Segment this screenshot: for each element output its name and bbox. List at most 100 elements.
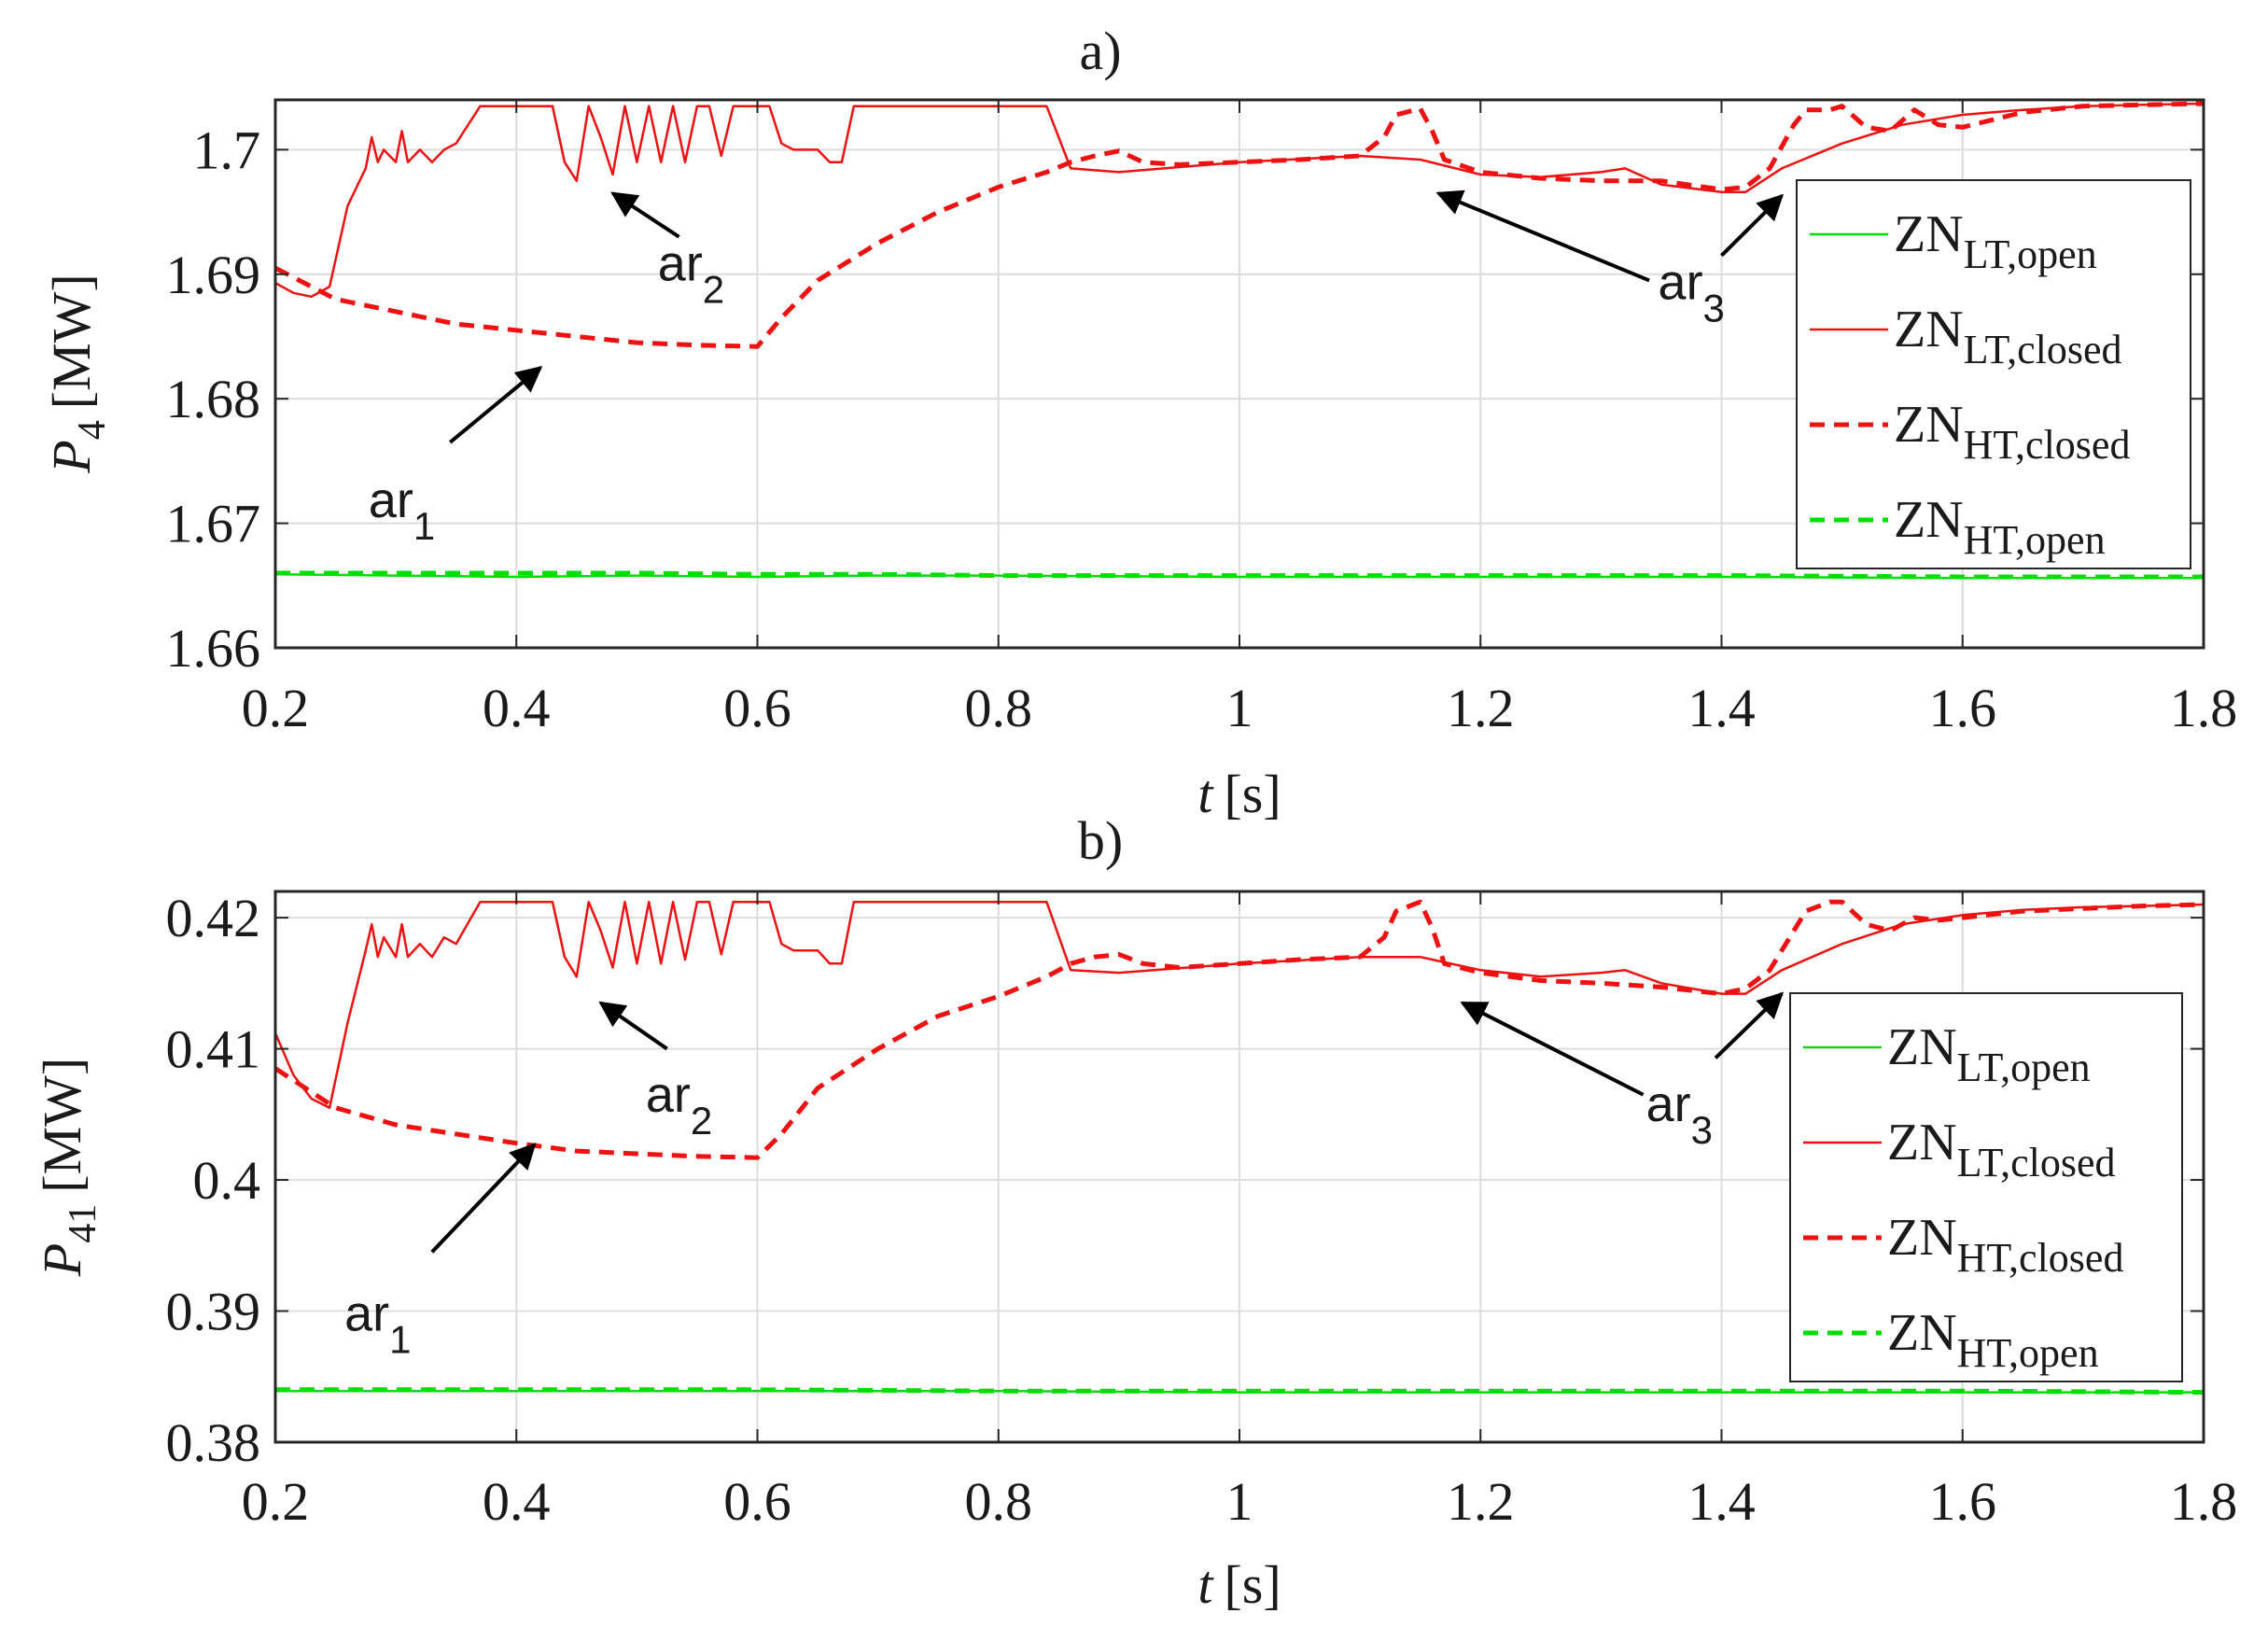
chart-panel-a: a) 0.2 0.4 0.6 0.8 1 1.2 1.4 1.6 1.8 1.661.671.6… [41,21,2237,824]
y-axis-var: P [32,1243,92,1277]
y-axis-label: P4 [MW] [41,274,114,473]
series-group [273,899,2205,1396]
legend-label-base: ZN [1887,1018,1957,1076]
legend-label-sub: HT,closed [1957,1235,2124,1281]
y-tick-label: 0.41 [166,1019,261,1080]
annotation-sub: 2 [703,267,724,311]
annotation-base: ar [646,1067,691,1123]
x-tick-label: 0.2 [242,678,310,738]
y-tick-label: 0.39 [166,1282,261,1342]
x-tick-label: 0.8 [965,1471,1033,1532]
annotation-base: ar [1659,254,1703,310]
x-tick-label: 1.2 [1447,1471,1515,1532]
annotation-arrow [1714,991,1785,1059]
y-axis-unit: [MW] [32,1058,92,1193]
legend-box [1789,992,2183,1382]
legend-label-sub: LT,closed [1964,327,2122,372]
y-axis-unit: [MW] [41,274,102,409]
legend-label-base: ZN [1894,301,1964,358]
series-line-zn-ht-closed [273,899,2205,1160]
legend-label: ZNHT,open [1894,491,2106,563]
x-tick-label: 0.6 [723,678,791,738]
annotation-arrow [1460,1001,1645,1097]
legend-label-base: ZN [1887,1209,1957,1267]
annotation-label-ar1: ar1 [344,1286,411,1362]
series-line-zn-ht-open [275,570,2204,580]
x-axis-var: t [1197,764,1214,824]
series-group [273,101,2205,580]
y-tick-label: 1.66 [166,618,261,679]
x-tick-label: 1.4 [1687,678,1756,738]
y-tick-label: 1.68 [166,369,261,429]
legend-label: ZNLT,open [1894,205,2097,277]
series-line-zn-ht-open [275,1387,2205,1396]
annotation-base: ar [369,472,413,528]
legend-label-sub: LT,open [1964,231,2097,277]
x-axis-unit: [s] [1224,764,1281,824]
x-tick-label: 0.6 [723,1471,791,1532]
x-axis-label: t [s] [1197,764,1281,824]
annotation-sub: 2 [691,1099,712,1143]
y-axis-var: P [41,440,102,473]
x-tick-label: 1 [1226,1471,1253,1532]
x-axis-var: t [1197,1554,1214,1615]
legend-label: ZNHT,closed [1894,396,2130,468]
legend-label-base: ZN [1887,1114,1957,1171]
y-ticks: 0.38 0.39 0.4 0.41 0.42 [166,888,2204,1473]
annotation-sub: 1 [413,504,435,548]
x-tick-label: 1.2 [1447,678,1515,738]
legend-label-sub: LT,closed [1957,1140,2116,1185]
panel-title: b) [1078,810,1123,871]
annotation-base: ar [344,1286,389,1342]
y-tick-label: 0.38 [166,1412,261,1473]
legend-label-sub: HT,closed [1964,422,2131,468]
x-tick-label: 0.4 [483,1471,551,1532]
y-tick-label: 1.69 [166,245,261,305]
annotation-label-ar2: ar2 [646,1067,712,1143]
panel-title: a) [1079,21,1121,81]
x-tick-label: 1.6 [1929,678,1997,738]
annotation-arrow [430,1143,537,1254]
series-line-zn-lt-closed [274,102,2205,299]
x-tick-label: 1.8 [2170,1471,2238,1532]
legend-label-base: ZN [1887,1304,1957,1362]
x-axis-unit: [s] [1224,1554,1281,1615]
x-tick-label: 1.8 [2170,678,2238,738]
series-line-zn-ht-closed [273,101,2205,349]
annotation-base: ar [658,235,703,291]
y-axis-label: P41 [MW] [32,1058,105,1277]
chart-panel-b: b) 0.2 0.4 0.6 0.8 1 1.2 1.4 1.6 1.8 0.38 0.39 0.4… [32,810,2237,1615]
x-tick-label: 1.6 [1929,1471,1997,1532]
legend-label-sub: HT,open [1957,1330,2099,1376]
annotation-arrow [1435,189,1650,283]
legend-label: ZNLT,closed [1894,301,2122,372]
y-tick-label: 0.42 [166,888,261,948]
x-axis-label: t [s] [1197,1554,1281,1615]
legend-label: ZNHT,closed [1887,1209,2123,1281]
legend-label-sub: HT,open [1964,517,2106,563]
annotation-label-ar3: ar3 [1659,254,1725,330]
annotation-sub: 1 [389,1318,411,1362]
annotation-sub: 3 [1703,286,1725,330]
y-axis-sub: 4 [71,420,114,440]
series-line-zn-lt-closed [273,900,2205,1110]
annotation-label-ar3: ar3 [1646,1076,1713,1152]
x-tick-label: 1 [1226,678,1253,738]
y-tick-label: 0.4 [193,1150,261,1211]
legend-label: ZNLT,open [1887,1018,2091,1090]
x-tick-label: 0.2 [242,1471,310,1532]
legend-box [1796,179,2191,569]
legend-label: ZNLT,closed [1887,1114,2116,1185]
annotation-arrow [1720,193,1785,258]
annotation-arrow [598,1001,668,1051]
annotation-label-ar1: ar1 [369,472,435,548]
x-ticks: 0.2 0.4 0.6 0.8 1 1.2 1.4 1.6 1.8 [242,100,2238,738]
y-ticks: 1.66 1.67 1.68 1.69 1.7 [166,119,2204,679]
x-tick-label: 0.8 [965,678,1033,738]
annotation-base: ar [1646,1076,1691,1132]
y-axis-sub: 41 [62,1204,105,1243]
